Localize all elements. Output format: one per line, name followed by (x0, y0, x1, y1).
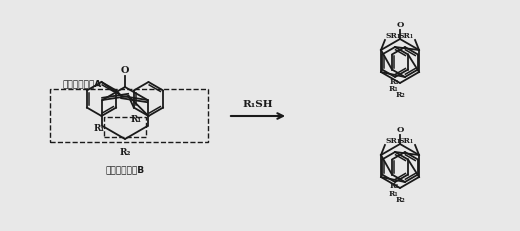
Text: R₁SH: R₁SH (243, 100, 274, 109)
Text: SR₁: SR₁ (399, 137, 414, 144)
Text: SR₁: SR₁ (386, 32, 401, 40)
Text: SR₁: SR₁ (399, 32, 414, 40)
Text: SR₁: SR₁ (386, 137, 401, 144)
Text: O: O (121, 66, 129, 75)
Text: R₁: R₁ (130, 115, 141, 124)
Text: R₁: R₁ (388, 189, 398, 197)
Text: R₁: R₁ (388, 85, 398, 93)
Text: O: O (396, 21, 404, 29)
Text: R₂: R₂ (395, 195, 405, 203)
Bar (50, 90, 208, 142)
Text: R₁: R₁ (94, 123, 105, 132)
Text: 辅助结合位点B: 辅助结合位点B (106, 164, 145, 173)
Text: 主要结合位点A: 主要结合位点A (62, 79, 101, 88)
Text: R₁: R₁ (389, 182, 399, 190)
Text: R₁: R₁ (389, 77, 399, 85)
Text: R₂: R₂ (395, 91, 405, 99)
Text: R₂: R₂ (119, 147, 131, 156)
Text: O: O (396, 125, 404, 134)
Bar (104, 118, 146, 137)
